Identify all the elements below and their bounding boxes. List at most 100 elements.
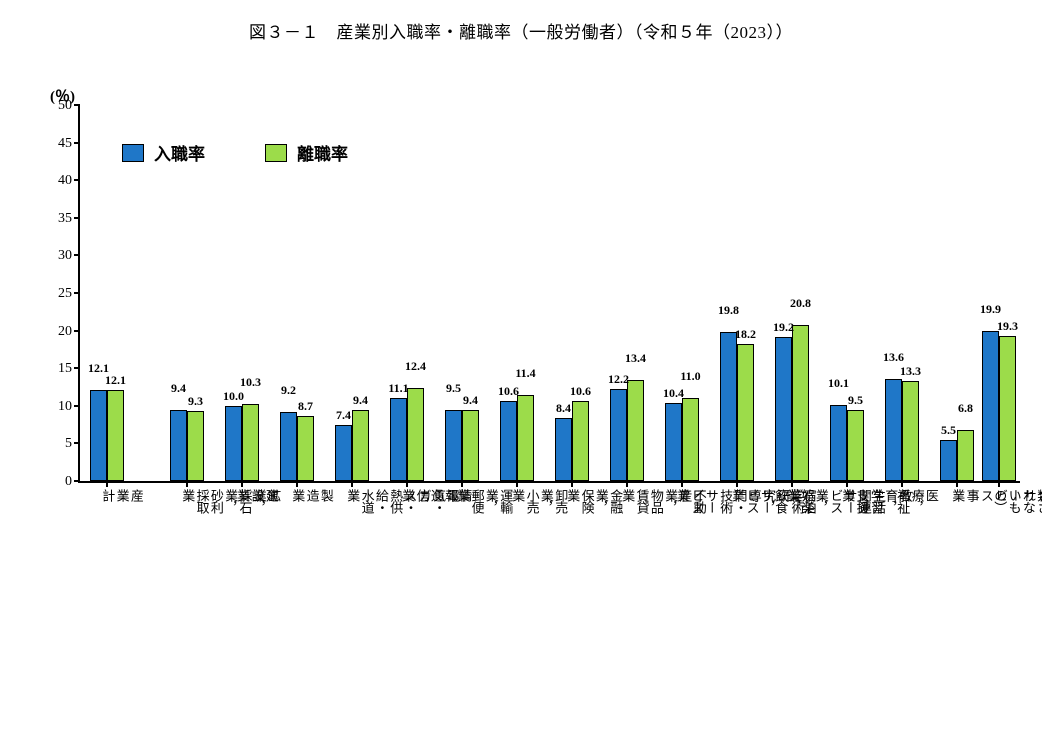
x-tick-mark <box>461 481 463 487</box>
value-label: 19.8 <box>714 303 743 318</box>
bar-series1 <box>830 405 847 481</box>
y-tick-mark <box>74 142 80 144</box>
bar-series2 <box>242 404 259 481</box>
value-label: 12.4 <box>401 359 430 374</box>
bar-series2 <box>297 416 314 481</box>
bar-series2 <box>737 344 754 481</box>
y-tick-mark <box>74 442 80 444</box>
y-tick-mark <box>74 480 80 482</box>
legend-item: 離職率 <box>265 140 348 165</box>
category-label: 金融業，保険業 <box>565 481 622 513</box>
value-label: 10.0 <box>219 389 248 404</box>
y-tick-label: 50 <box>58 98 80 114</box>
bar-series2 <box>999 336 1016 481</box>
y-tick-mark <box>74 330 80 332</box>
bar-series2 <box>847 410 864 481</box>
x-tick-mark <box>846 481 848 487</box>
value-label: 12.2 <box>604 372 633 387</box>
value-label: 5.5 <box>934 423 963 438</box>
value-label: 19.3 <box>993 319 1022 334</box>
y-tick-label: 5 <box>65 436 80 452</box>
x-tick-mark <box>406 481 408 487</box>
x-tick-mark <box>626 481 628 487</box>
value-label: 8.4 <box>549 401 578 416</box>
bar-series1 <box>445 410 462 481</box>
y-tick-mark <box>74 367 80 369</box>
legend-label: 入職率 <box>154 140 205 165</box>
y-tick-label: 10 <box>58 399 80 415</box>
y-tick-mark <box>74 179 80 181</box>
chart-title: 図３－１ 産業別入職率・離職率（一般労働者）（令和５年（2023）） <box>0 18 1042 43</box>
legend-label: 離職率 <box>297 140 348 165</box>
y-tick-label: 45 <box>58 136 80 152</box>
bar-series1 <box>390 398 407 481</box>
legend-swatch <box>122 144 144 162</box>
bar-series2 <box>682 398 699 481</box>
y-tick-label: 0 <box>65 474 80 490</box>
value-label: 11.0 <box>676 369 705 384</box>
bar-series1 <box>500 401 517 481</box>
legend-item: 入職率 <box>122 140 205 165</box>
bar-series1 <box>610 389 627 481</box>
bar-series1 <box>720 332 737 481</box>
value-label: 10.6 <box>566 384 595 399</box>
y-tick-label: 25 <box>58 286 80 302</box>
y-tick-label: 30 <box>58 248 80 264</box>
value-label: 13.4 <box>621 351 650 366</box>
legend-swatch <box>265 144 287 162</box>
x-tick-mark <box>571 481 573 487</box>
bar-series1 <box>982 331 999 481</box>
x-tick-mark <box>956 481 958 487</box>
x-tick-mark <box>901 481 903 487</box>
bar-series1 <box>885 379 902 481</box>
bar-series2 <box>462 410 479 481</box>
y-tick-mark <box>74 254 80 256</box>
x-tick-mark <box>186 481 188 487</box>
y-tick-label: 20 <box>58 324 80 340</box>
legend: 入職率 離職率 <box>122 140 348 165</box>
bar-series1 <box>335 425 352 481</box>
bar-series1 <box>280 412 297 481</box>
value-label: 9.2 <box>274 383 303 398</box>
value-label: 19.2 <box>769 320 798 335</box>
x-tick-mark <box>681 481 683 487</box>
category-label: 運輸業，郵便業 <box>455 481 512 513</box>
y-tick-label: 15 <box>58 361 80 377</box>
y-tick-mark <box>74 104 80 106</box>
bar-series2 <box>517 395 534 481</box>
value-label: 20.8 <box>786 296 815 311</box>
bar-series1 <box>555 418 572 481</box>
value-label: 9.5 <box>841 393 870 408</box>
value-label: 13.3 <box>896 364 925 379</box>
value-label: 7.4 <box>329 408 358 423</box>
x-tick-mark <box>241 481 243 487</box>
x-tick-mark <box>351 481 353 487</box>
value-label: 11.1 <box>384 381 413 396</box>
bar-series1 <box>170 410 187 481</box>
value-label: 8.7 <box>291 399 320 414</box>
value-label: 11.4 <box>511 366 540 381</box>
y-tick-label: 40 <box>58 173 80 189</box>
plot-area: 入職率離職率 0510152025303540455012.112.1産業計9.… <box>78 105 1020 483</box>
value-label: 10.6 <box>494 384 523 399</box>
x-tick-mark <box>106 481 108 487</box>
value-label: 12.1 <box>101 373 130 388</box>
bar-series2 <box>187 411 204 481</box>
bar-series1 <box>940 440 957 481</box>
value-label: 10.4 <box>659 386 688 401</box>
value-label: 6.8 <box>951 401 980 416</box>
y-tick-mark <box>74 405 80 407</box>
x-tick-mark <box>998 481 1000 487</box>
chart-page: 図３－１ 産業別入職率・離職率（一般労働者）（令和５年（2023）） (％) 入… <box>0 0 1042 749</box>
bar-series1 <box>665 403 682 481</box>
bar-series1 <box>225 406 242 481</box>
x-tick-mark <box>736 481 738 487</box>
bar-series2 <box>407 388 424 481</box>
y-tick-mark <box>74 217 80 219</box>
y-tick-mark <box>74 292 80 294</box>
value-label: 13.6 <box>879 350 908 365</box>
bar-series2 <box>792 325 809 481</box>
bar-series1 <box>775 337 792 481</box>
x-tick-mark <box>791 481 793 487</box>
value-label: 10.1 <box>824 376 853 391</box>
